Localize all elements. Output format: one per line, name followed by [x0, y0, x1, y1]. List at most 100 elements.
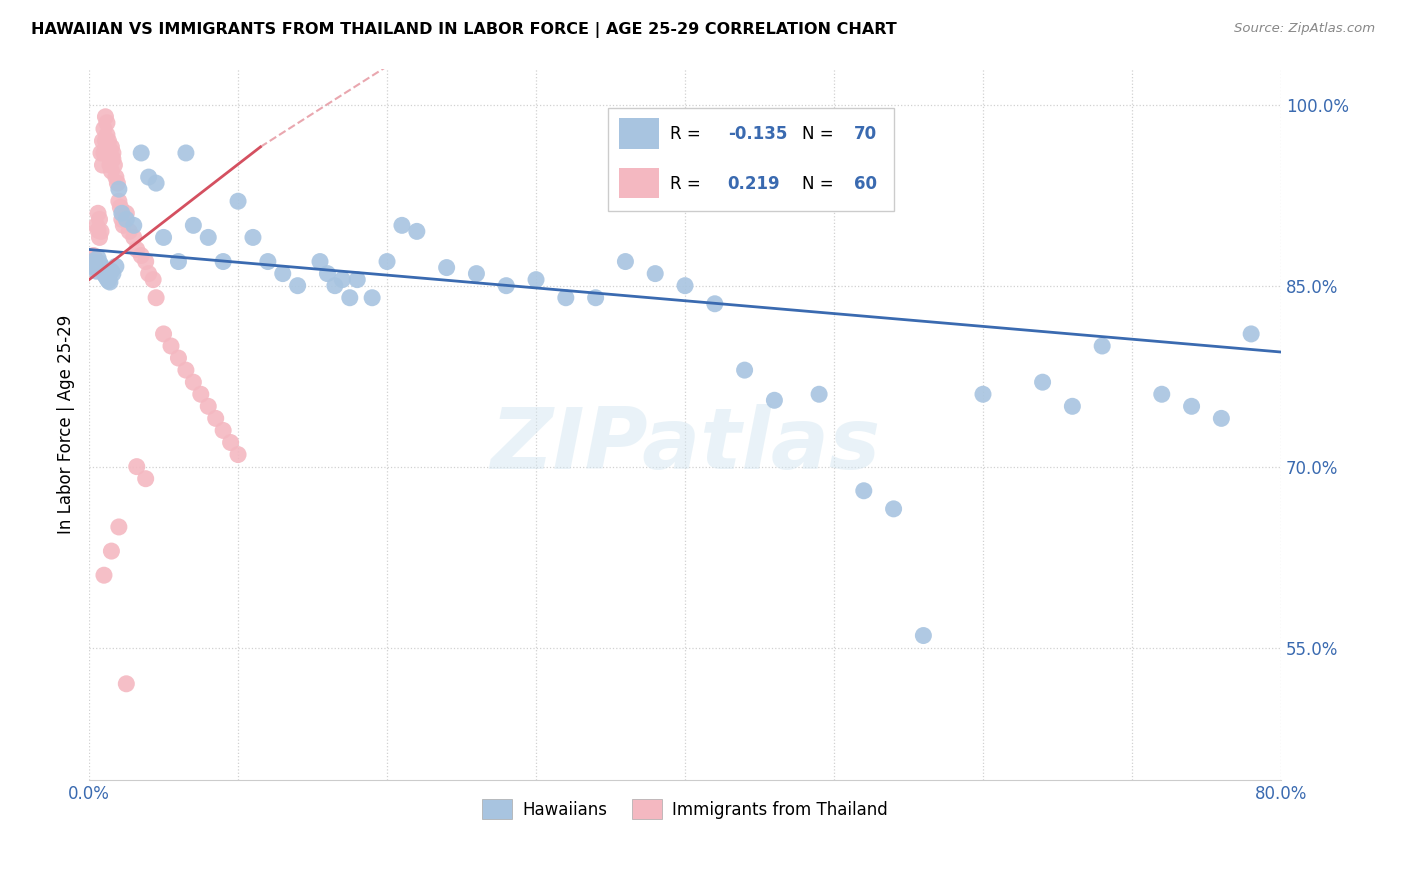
Immigrants from Thailand [100, 544, 122, 558]
Immigrants from Thailand [96, 128, 118, 142]
Immigrants from Thailand [110, 200, 132, 214]
Immigrants from Thailand [112, 219, 135, 233]
Immigrants from Thailand [93, 121, 115, 136]
Hawaiians [226, 194, 249, 209]
Immigrants from Thailand [105, 176, 128, 190]
Hawaiians [212, 254, 235, 268]
Immigrants from Thailand [111, 212, 134, 227]
Hawaiians [183, 219, 205, 233]
Immigrants from Thailand [115, 206, 138, 220]
Immigrants from Thailand [83, 248, 105, 262]
Hawaiians [91, 261, 114, 276]
Immigrants from Thailand [174, 363, 197, 377]
Hawaiians [375, 254, 398, 268]
Hawaiians [115, 212, 138, 227]
Immigrants from Thailand [219, 435, 242, 450]
Hawaiians [1091, 339, 1114, 353]
Hawaiians [83, 257, 105, 271]
Hawaiians [1150, 387, 1173, 401]
Hawaiians [734, 363, 756, 377]
Hawaiians [287, 278, 309, 293]
Hawaiians [96, 271, 118, 285]
Hawaiians [90, 258, 112, 272]
Immigrants from Thailand [226, 448, 249, 462]
Immigrants from Thailand [87, 206, 110, 220]
Hawaiians [703, 297, 725, 311]
Hawaiians [1180, 400, 1202, 414]
Immigrants from Thailand [135, 254, 157, 268]
Immigrants from Thailand [129, 248, 152, 262]
Hawaiians [644, 267, 666, 281]
Hawaiians [1062, 400, 1084, 414]
Immigrants from Thailand [91, 158, 114, 172]
Immigrants from Thailand [135, 472, 157, 486]
Hawaiians [242, 230, 264, 244]
Legend: Hawaiians, Immigrants from Thailand: Hawaiians, Immigrants from Thailand [475, 793, 894, 825]
Immigrants from Thailand [80, 254, 103, 268]
Hawaiians [465, 267, 488, 281]
Immigrants from Thailand [93, 568, 115, 582]
Hawaiians [912, 628, 935, 642]
Immigrants from Thailand [118, 224, 141, 238]
Immigrants from Thailand [86, 219, 108, 233]
Immigrants from Thailand [100, 164, 122, 178]
Hawaiians [339, 291, 361, 305]
Immigrants from Thailand [197, 400, 219, 414]
Hawaiians [361, 291, 384, 305]
Hawaiians [97, 274, 120, 288]
Immigrants from Thailand [97, 134, 120, 148]
Immigrants from Thailand [84, 252, 107, 267]
Immigrants from Thailand [108, 194, 131, 209]
Immigrants from Thailand [142, 272, 165, 286]
Immigrants from Thailand [190, 387, 212, 401]
Hawaiians [104, 260, 127, 274]
Immigrants from Thailand [104, 170, 127, 185]
Immigrants from Thailand [91, 134, 114, 148]
Text: Source: ZipAtlas.com: Source: ZipAtlas.com [1234, 22, 1375, 36]
Hawaiians [495, 278, 517, 293]
Hawaiians [405, 224, 427, 238]
Immigrants from Thailand [145, 291, 167, 305]
Immigrants from Thailand [100, 140, 122, 154]
Hawaiians [94, 268, 117, 283]
Hawaiians [87, 251, 110, 265]
Hawaiians [100, 264, 122, 278]
Hawaiians [614, 254, 637, 268]
Hawaiians [111, 206, 134, 220]
Hawaiians [316, 267, 339, 281]
Immigrants from Thailand [96, 116, 118, 130]
Hawaiians [271, 267, 294, 281]
Hawaiians [763, 393, 786, 408]
Immigrants from Thailand [90, 224, 112, 238]
Hawaiians [86, 264, 108, 278]
Hawaiians [93, 264, 115, 278]
Immigrants from Thailand [101, 152, 124, 166]
Hawaiians [129, 145, 152, 160]
Immigrants from Thailand [87, 223, 110, 237]
Hawaiians [883, 501, 905, 516]
Y-axis label: In Labor Force | Age 25-29: In Labor Force | Age 25-29 [58, 315, 75, 534]
Immigrants from Thailand [212, 424, 235, 438]
Immigrants from Thailand [94, 134, 117, 148]
Text: ZIPatlas: ZIPatlas [489, 404, 880, 487]
Hawaiians [89, 256, 111, 270]
Immigrants from Thailand [138, 267, 160, 281]
Immigrants from Thailand [89, 230, 111, 244]
Immigrants from Thailand [108, 520, 131, 534]
Hawaiians [524, 272, 547, 286]
Hawaiians [257, 254, 280, 268]
Immigrants from Thailand [125, 243, 148, 257]
Hawaiians [122, 219, 145, 233]
Hawaiians [585, 291, 607, 305]
Immigrants from Thailand [122, 230, 145, 244]
Hawaiians [197, 230, 219, 244]
Hawaiians [93, 267, 115, 281]
Hawaiians [330, 272, 353, 286]
Immigrants from Thailand [160, 339, 183, 353]
Immigrants from Thailand [90, 145, 112, 160]
Immigrants from Thailand [98, 145, 121, 160]
Hawaiians [80, 254, 103, 268]
Immigrants from Thailand [167, 351, 190, 365]
Hawaiians [174, 145, 197, 160]
Hawaiians [808, 387, 831, 401]
